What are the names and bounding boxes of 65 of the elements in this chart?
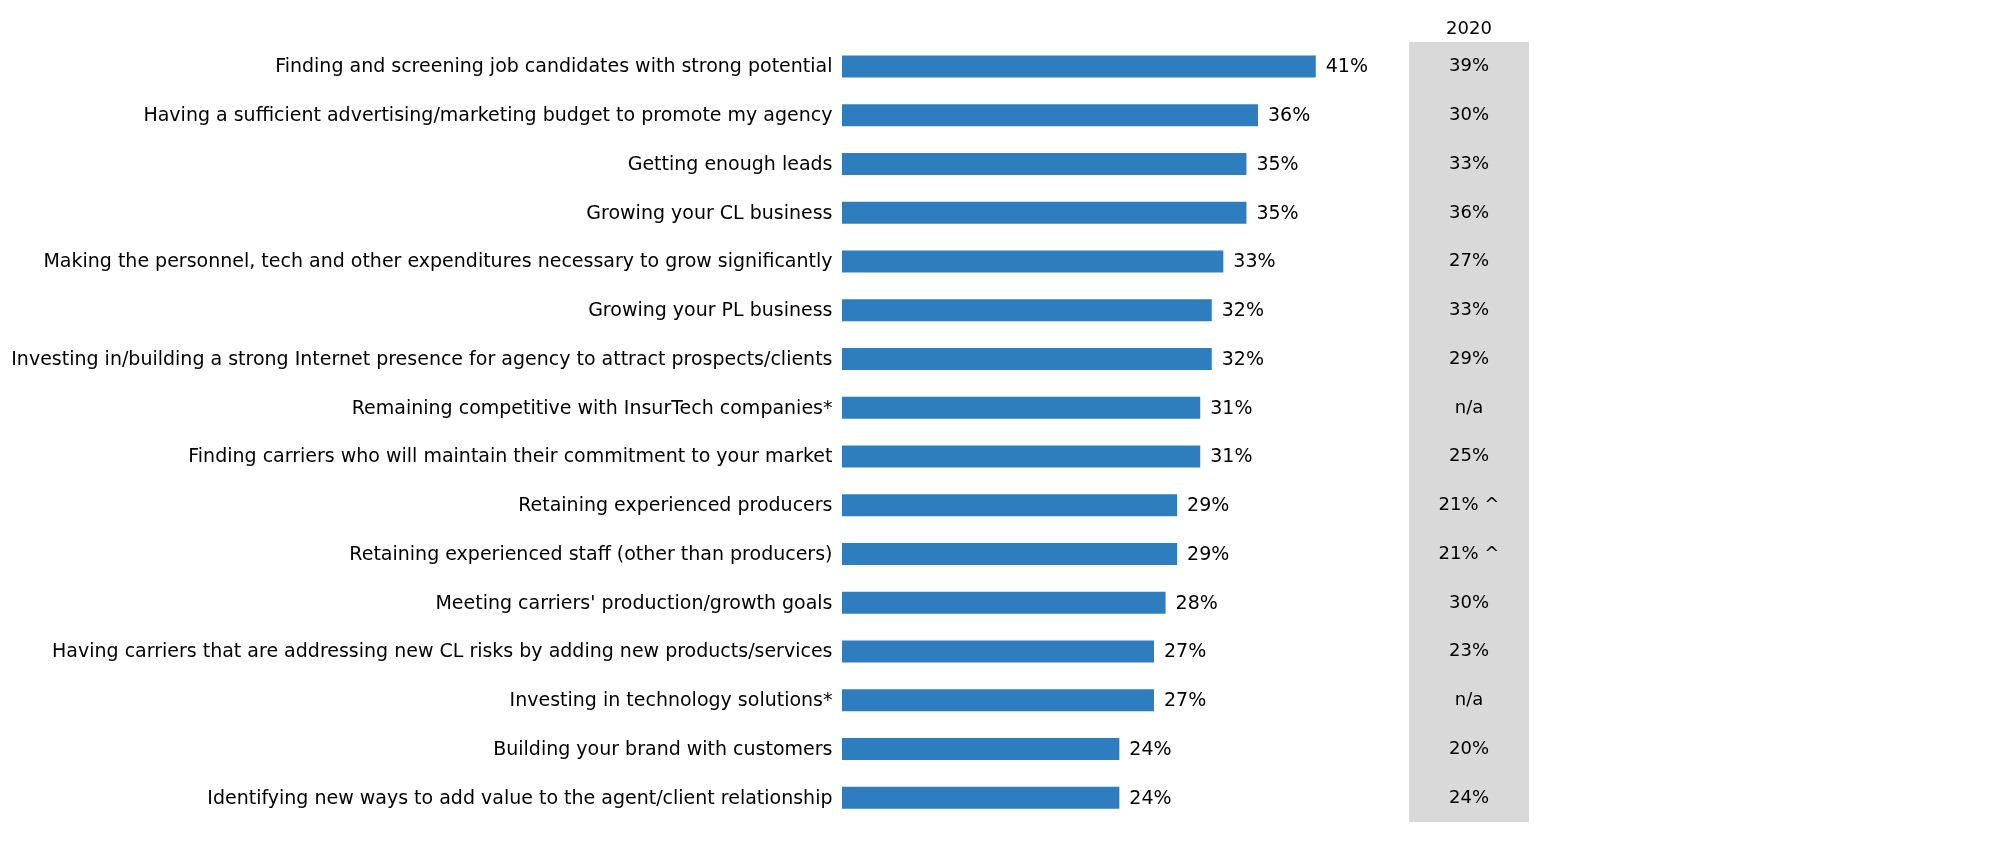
text: 25% xyxy=(1448,444,1490,466)
bar xyxy=(842,347,1212,370)
y-tick-label: Growing your CL business xyxy=(586,200,833,223)
data-label: 24% xyxy=(1129,736,1172,759)
text: 36% xyxy=(1448,200,1490,222)
bar xyxy=(842,104,1258,127)
bar xyxy=(842,55,1316,78)
text: 33% xyxy=(1448,151,1490,173)
bar xyxy=(842,396,1201,419)
data-label: 35% xyxy=(1256,200,1299,223)
text: n/a xyxy=(1454,688,1484,710)
y-tick-label: Having carriers that are addressing new CL risks by adding new products/services xyxy=(52,639,833,662)
bar xyxy=(842,152,1247,175)
text: n/a xyxy=(1454,395,1484,417)
text: 21% ^ xyxy=(1438,541,1500,563)
y-tick-label: Finding carriers who will maintain their commitment to your market xyxy=(188,444,833,467)
y-tick-label: Identifying new ways to add value to the agent/client relationship xyxy=(207,785,833,808)
y-tick-label: Growing your PL business xyxy=(588,298,833,321)
data-label: 27% xyxy=(1164,639,1207,662)
bar xyxy=(842,250,1224,273)
bar xyxy=(842,737,1120,760)
y-tick-label: Retaining experienced staff (other than producers) xyxy=(349,541,833,564)
data-label: 24% xyxy=(1129,785,1172,808)
text: 30% xyxy=(1448,103,1490,125)
data-label: 41% xyxy=(1325,54,1369,77)
data-label: 32% xyxy=(1221,346,1265,369)
y-tick-label: Building your brand with customers xyxy=(493,736,833,759)
y-tick-label: Making the personnel, tech and other expenditures necessary to grow significantly xyxy=(43,249,833,272)
y-tick-label: Investing in/building a strong Internet presence for agency to attract prospects/clients xyxy=(11,346,833,369)
data-label: 32% xyxy=(1221,298,1265,321)
text: 29% xyxy=(1448,346,1490,368)
text: 20% xyxy=(1448,736,1490,758)
y-tick-label: Finding and screening job candidates with strong potential xyxy=(275,54,833,77)
text: 30% xyxy=(1448,590,1490,612)
text: 23% xyxy=(1448,639,1490,661)
data-label: 33% xyxy=(1233,249,1276,272)
data-label: 29% xyxy=(1187,493,1230,516)
bar xyxy=(842,494,1178,517)
text: 33% xyxy=(1448,298,1490,320)
data-label: 31% xyxy=(1210,444,1253,467)
bar xyxy=(842,542,1178,565)
bar xyxy=(842,591,1166,614)
data-label: 28% xyxy=(1175,590,1218,613)
y-tick-label: Investing in technology solutions* xyxy=(509,688,833,711)
bar xyxy=(842,201,1247,224)
bar xyxy=(842,445,1201,468)
y-tick-label: Remaining competitive with InsurTech companies* xyxy=(351,395,833,418)
bar xyxy=(842,299,1212,322)
text: 39% xyxy=(1448,54,1490,76)
bar xyxy=(842,689,1154,712)
y-tick-label: Getting enough leads xyxy=(627,151,833,174)
y-tick-label: Having a sufficient advertising/marketing budget to promote my agency xyxy=(143,103,833,126)
data-label: 35% xyxy=(1256,151,1299,174)
bar xyxy=(842,786,1120,809)
text: 2020 xyxy=(1446,17,1492,38)
data-label: 36% xyxy=(1268,103,1311,126)
data-label: 31% xyxy=(1210,395,1253,418)
y-tick-label: Retaining experienced producers xyxy=(518,493,833,516)
y-tick-label: Meeting carriers' production/growth goals xyxy=(435,590,833,613)
data-label: 29% xyxy=(1187,541,1230,564)
data-label: 27% xyxy=(1164,688,1207,711)
bar xyxy=(842,640,1154,663)
text: 27% xyxy=(1448,249,1490,271)
text: 24% xyxy=(1448,785,1490,807)
text: 21% ^ xyxy=(1438,493,1500,515)
